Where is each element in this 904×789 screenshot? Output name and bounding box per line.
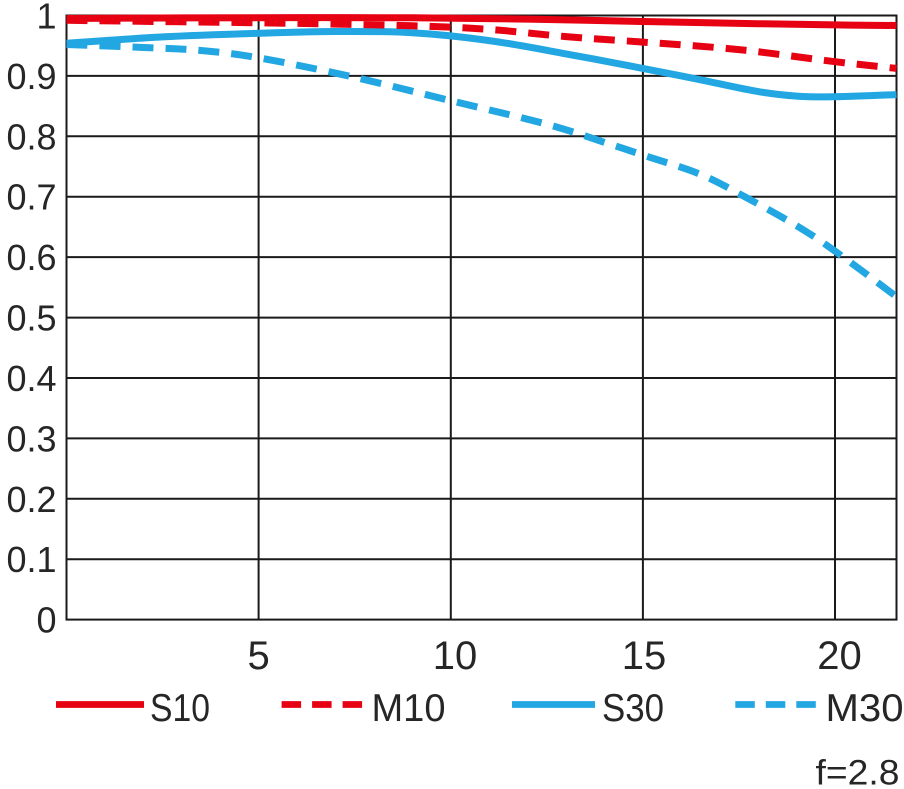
svg-text:0.6: 0.6 xyxy=(6,237,56,278)
svg-text:0.8: 0.8 xyxy=(6,116,56,157)
svg-text:M10: M10 xyxy=(372,687,446,730)
svg-text:f=2.8: f=2.8 xyxy=(816,754,900,789)
svg-text:5: 5 xyxy=(247,634,269,678)
svg-text:0.1: 0.1 xyxy=(6,539,56,580)
svg-text:1: 1 xyxy=(36,0,56,37)
svg-text:0.3: 0.3 xyxy=(6,418,56,459)
svg-text:0.2: 0.2 xyxy=(6,479,56,520)
svg-text:0.5: 0.5 xyxy=(6,298,56,339)
svg-text:S10: S10 xyxy=(150,687,210,730)
svg-text:10: 10 xyxy=(433,634,478,678)
svg-text:0: 0 xyxy=(36,600,56,641)
svg-text:0.9: 0.9 xyxy=(6,56,56,97)
svg-text:20: 20 xyxy=(817,634,862,678)
svg-text:0.4: 0.4 xyxy=(6,358,56,399)
svg-text:M30: M30 xyxy=(826,687,904,730)
svg-text:15: 15 xyxy=(622,634,667,678)
svg-text:0.7: 0.7 xyxy=(6,177,56,218)
svg-text:S30: S30 xyxy=(602,687,664,730)
